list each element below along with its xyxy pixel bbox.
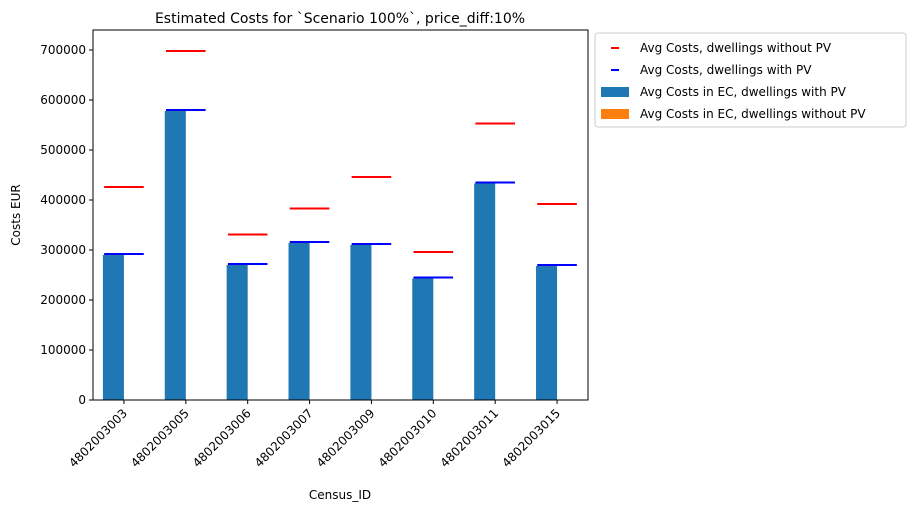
y-axis: 0 100000 200000 300000 400000 500000 600000 700… [40,43,93,407]
legend-label: Avg Costs, dwellings without PV [640,41,832,55]
legend-label: Avg Costs in EC, dwellings with PV [640,85,847,99]
x-axis: 4802003003480200300548020030064802003007… [66,400,563,470]
x-tick-label: 4802003015 [499,406,563,470]
y-axis-label: Costs EUR [9,184,23,245]
y-tick-label: 600000 [40,93,86,107]
legend-label: Avg Costs in EC, dwellings without PV [640,107,866,121]
y-tick-label: 400000 [40,193,86,207]
bars-layer [102,111,558,400]
x-tick-label: 4802003011 [437,406,501,470]
x-tick-label: 4802003010 [376,406,440,470]
x-tick-label: 4802003005 [128,406,192,470]
bar-with-pv-4802003003 [102,255,124,400]
x-tick-label: 4802003009 [314,406,378,470]
x-axis-label: Census_ID [309,488,371,502]
legend-box [594,32,907,128]
bar-with-pv-4802003011 [474,183,496,400]
bar-with-pv-4802003009 [350,245,372,400]
hlines-layer [104,50,577,279]
y-tick-label: 300000 [40,243,86,257]
chart-title: Estimated Costs for `Scenario 100%`, pri… [155,11,525,27]
legend-patch-marker [601,87,629,97]
plot-area-frame [92,29,589,401]
x-tick-label: 4802003007 [252,406,316,470]
y-tick-label: 200000 [40,293,86,307]
legend: Avg Costs, dwellings without PV Avg Costs… [594,32,907,128]
y-tick-label: 500000 [40,143,86,157]
bar-with-pv-4802003010 [412,278,434,400]
bar-with-pv-4802003015 [536,266,558,400]
bar-with-pv-4802003005 [164,111,186,400]
legend-patch-marker [601,109,629,119]
bar-with-pv-4802003007 [288,243,310,400]
x-tick-label: 4802003006 [190,406,254,470]
y-tick-label: 0 [78,393,86,407]
x-tick-label: 4802003003 [66,406,130,470]
bar-with-pv-4802003006 [226,265,248,400]
legend-label: Avg Costs, dwellings with PV [640,63,812,77]
y-tick-label: 700000 [40,43,86,57]
y-tick-label: 100000 [40,343,86,357]
